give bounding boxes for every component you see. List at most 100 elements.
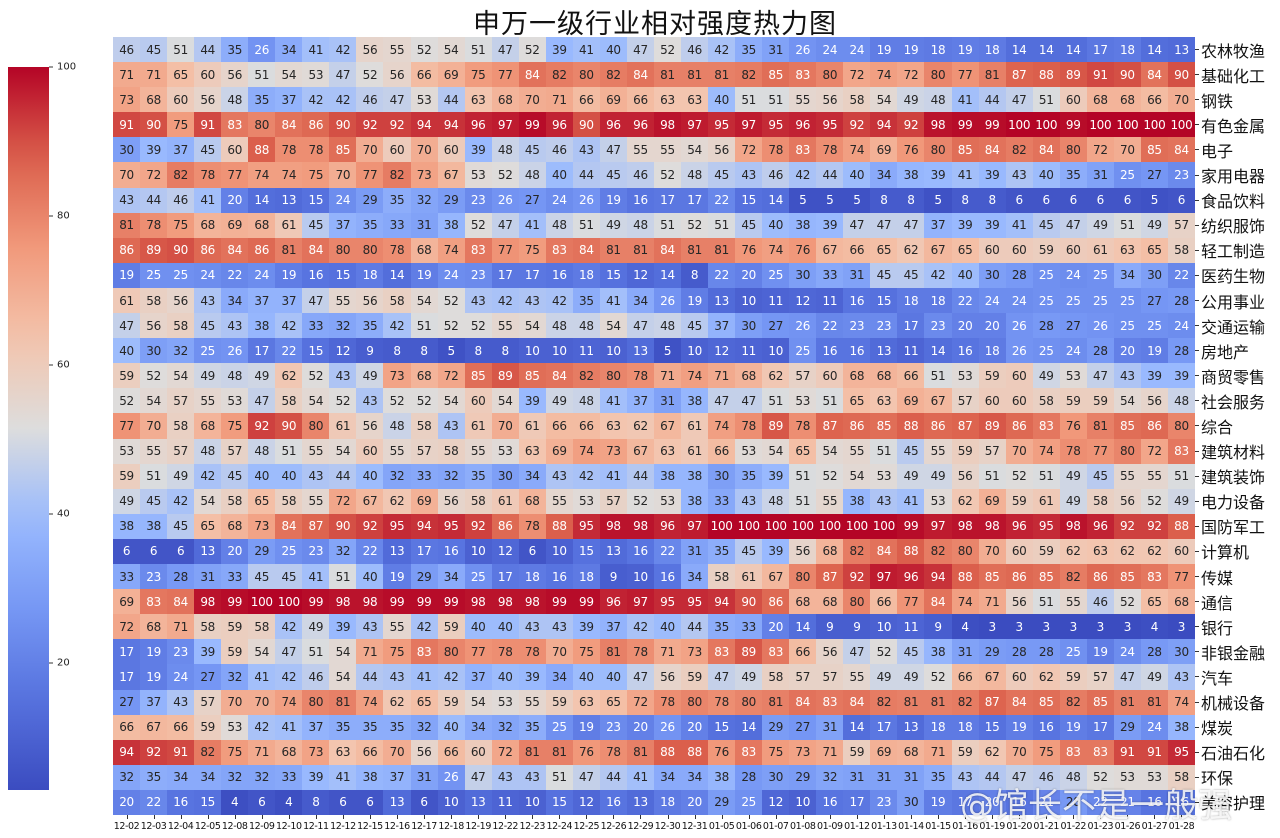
heatmap-cell: 47 bbox=[626, 37, 654, 63]
heatmap-cell: 82 bbox=[572, 363, 600, 389]
heatmap-cell: 66 bbox=[410, 62, 438, 88]
heatmap-cell: 16 bbox=[1032, 714, 1060, 740]
heatmap-cell: 9 bbox=[599, 564, 627, 590]
heatmap-cell: 23 bbox=[1167, 162, 1195, 188]
heatmap-cell: 34 bbox=[653, 764, 682, 790]
y-tick-label: 有色金属 bbox=[1195, 112, 1280, 137]
heatmap-cell: 5 bbox=[437, 338, 465, 364]
heatmap-cell: 37 bbox=[708, 313, 736, 339]
x-tick-label: 01-22 bbox=[1060, 815, 1087, 838]
heatmap-cell: 54 bbox=[437, 388, 465, 414]
heatmap-cell: 80 bbox=[329, 237, 357, 263]
heatmap-cell: 40 bbox=[599, 664, 627, 690]
heatmap-cell: 85 bbox=[1140, 137, 1168, 163]
heatmap-cell: 43 bbox=[518, 614, 546, 640]
heatmap-cell: 69 bbox=[978, 488, 1006, 514]
heatmap-cell: 91 bbox=[1086, 62, 1114, 88]
heatmap-cell: 45 bbox=[140, 37, 168, 63]
heatmap-cell: 58 bbox=[843, 87, 871, 113]
heatmap-cell: 84 bbox=[545, 363, 573, 389]
heatmap-cell: 94 bbox=[924, 564, 952, 590]
heatmap-cell: 37 bbox=[924, 212, 952, 238]
heatmap-cell: 54 bbox=[762, 438, 790, 464]
heatmap-cell: 95 bbox=[816, 112, 844, 138]
heatmap-cell: 10 bbox=[789, 789, 817, 815]
heatmap-cell: 19 bbox=[1005, 714, 1033, 740]
heatmap-cell: 78 bbox=[653, 689, 682, 715]
heatmap-cell: 48 bbox=[1059, 764, 1087, 790]
y-tick-label: 环保 bbox=[1195, 765, 1280, 790]
heatmap-cell: 57 bbox=[978, 438, 1006, 464]
heatmap-cell: 5 bbox=[1140, 187, 1168, 213]
heatmap-cell: 76 bbox=[708, 739, 736, 765]
heatmap-cell: 41 bbox=[329, 764, 357, 790]
heatmap-cell: 41 bbox=[518, 212, 546, 238]
heatmap-cell: 63 bbox=[572, 689, 600, 715]
heatmap-cell: 31 bbox=[816, 714, 844, 740]
heatmap-cell: 34 bbox=[194, 764, 222, 790]
heatmap-cell: 38 bbox=[708, 764, 736, 790]
heatmap-cell: 39 bbox=[1167, 363, 1195, 389]
heatmap-cell: 92 bbox=[140, 739, 168, 765]
heatmap-cell: 96 bbox=[789, 112, 817, 138]
heatmap-cell: 88 bbox=[248, 137, 276, 163]
heatmap-cell: 45 bbox=[897, 639, 925, 665]
heatmap-cell: 11 bbox=[897, 338, 925, 364]
heatmap-cell: 86 bbox=[762, 589, 790, 615]
heatmap-cell: 75 bbox=[221, 413, 249, 439]
heatmap-cell: 78 bbox=[816, 137, 844, 163]
heatmap-cell: 71 bbox=[140, 62, 168, 88]
heatmap-cell: 72 bbox=[897, 62, 925, 88]
heatmap-cell: 40 bbox=[572, 664, 600, 690]
heatmap-cell: 46 bbox=[113, 37, 141, 63]
heatmap-cell: 60 bbox=[1005, 664, 1033, 690]
heatmap-cell: 47 bbox=[329, 62, 357, 88]
heatmap-cell: 69 bbox=[113, 589, 141, 615]
heatmap-cell: 57 bbox=[789, 363, 817, 389]
y-tick-label: 农林牧渔 bbox=[1195, 37, 1280, 62]
heatmap-cell: 23 bbox=[843, 313, 871, 339]
heatmap-cell: 80 bbox=[816, 62, 844, 88]
heatmap-cell: 100 bbox=[816, 513, 844, 539]
heatmap-cell: 51 bbox=[870, 438, 898, 464]
heatmap-cell: 56 bbox=[356, 37, 384, 63]
heatmap-cell: 43 bbox=[356, 388, 384, 414]
heatmap-cell: 97 bbox=[681, 112, 709, 138]
heatmap-cell: 17 bbox=[1086, 714, 1114, 740]
heatmap-cell: 82 bbox=[1005, 137, 1033, 163]
heatmap-cell: 42 bbox=[708, 37, 736, 63]
x-tick-label: 12-26 bbox=[600, 815, 627, 838]
heatmap-cell: 18 bbox=[924, 714, 952, 740]
heatmap-cell: 24 bbox=[1113, 639, 1141, 665]
heatmap-cell: 51 bbox=[789, 463, 817, 489]
heatmap-cell: 32 bbox=[816, 764, 844, 790]
heatmap-cell: 14 bbox=[735, 714, 763, 740]
heatmap-cell: 57 bbox=[167, 438, 195, 464]
heatmap-cell: 74 bbox=[951, 589, 979, 615]
heatmap-cell: 80 bbox=[789, 564, 817, 590]
heatmap-cell: 10 bbox=[626, 564, 654, 590]
heatmap-cell: 71 bbox=[978, 589, 1006, 615]
heatmap-cell: 37 bbox=[464, 664, 492, 690]
heatmap-cell: 95 bbox=[383, 513, 411, 539]
heatmap-cell: 89 bbox=[762, 413, 790, 439]
heatmap-cell: 39 bbox=[464, 137, 492, 163]
heatmap-cell: 60 bbox=[437, 137, 465, 163]
heatmap-cell: 39 bbox=[329, 614, 357, 640]
heatmap-cell: 25 bbox=[275, 538, 303, 565]
heatmap-cell: 100 bbox=[248, 589, 276, 615]
heatmap-cell: 24 bbox=[978, 287, 1006, 314]
heatmap-cell: 52 bbox=[1086, 764, 1114, 790]
heatmap-cell: 47 bbox=[626, 664, 654, 690]
heatmap-cell: 15 bbox=[735, 187, 763, 213]
heatmap-cell: 37 bbox=[140, 689, 168, 715]
heatmap-cell: 29 bbox=[978, 639, 1006, 665]
heatmap-cell: 53 bbox=[221, 388, 249, 414]
heatmap-cell: 60 bbox=[1005, 538, 1033, 565]
heatmap-cell: 99 bbox=[951, 112, 979, 138]
heatmap-cell: 53 bbox=[572, 488, 600, 514]
heatmap-cell: 52 bbox=[653, 37, 682, 63]
heatmap-cell: 17 bbox=[518, 262, 546, 288]
heatmap-cell: 75 bbox=[572, 639, 600, 665]
heatmap-cell: 41 bbox=[248, 664, 276, 690]
